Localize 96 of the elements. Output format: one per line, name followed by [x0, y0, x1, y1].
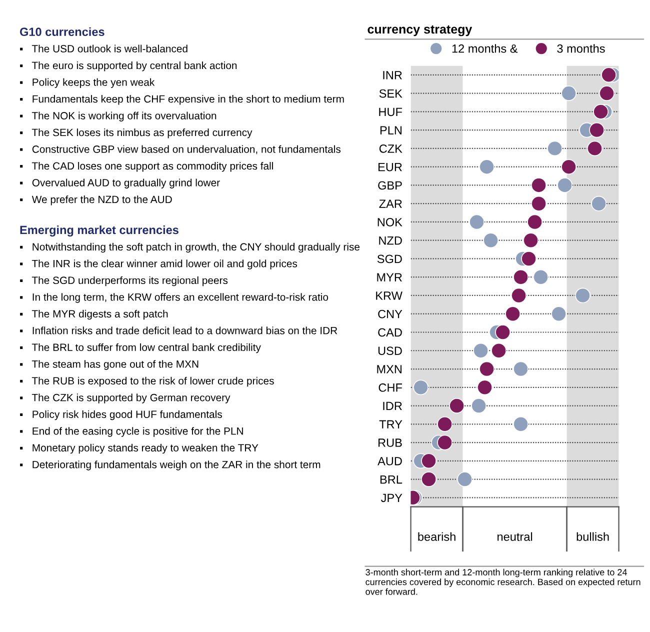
text: ▪ Policy keeps the yen weak — [20, 78, 155, 88]
y-tick-label: SGD — [377, 254, 402, 264]
point — [547, 140, 563, 156]
point — [531, 196, 547, 212]
text: ▪ Deteriorating fundamentals weigh on the ZAR in the short term — [20, 460, 320, 470]
y-tick-label: GBP — [378, 181, 402, 190]
point — [479, 159, 495, 175]
point — [477, 380, 493, 396]
point — [521, 251, 537, 266]
point — [599, 86, 615, 101]
text: 3-month short-term and 12-month long-term ranking relative to 24 currencies covered by economic research. Based on expected return over forward. — [366, 568, 640, 595]
chart-title: currency strategy — [368, 25, 472, 36]
text: ▪ The MYR digests a soft patch — [20, 310, 168, 320]
point — [593, 104, 609, 120]
point — [437, 434, 453, 450]
point — [491, 342, 507, 358]
point — [513, 269, 529, 285]
point — [513, 416, 529, 432]
text: ▪ In the long term, the KRW offers an excellent reward-to-risk ratio — [20, 293, 328, 303]
text: G10 currencies — [20, 27, 104, 36]
y-tick-label: PLN — [380, 126, 402, 134]
band-label: bullish — [576, 532, 609, 541]
y-tick-label: CNY — [378, 310, 402, 318]
point — [561, 86, 577, 101]
y-tick-label: CHF — [378, 383, 402, 392]
y-tick-label: TRY — [379, 420, 402, 428]
text: ▪ The NOK is working off its overvaluation — [20, 112, 216, 122]
point — [551, 306, 567, 322]
text: ▪ The BRL to suffer from low central bank credibility — [20, 343, 261, 354]
text: ▪ Constructive GBP view based on undervaluation, not fundamentals — [20, 145, 341, 154]
y-tick-label: EUR — [378, 162, 402, 172]
point — [437, 416, 453, 432]
point — [589, 122, 605, 138]
y-tick-label: SEK — [379, 89, 402, 98]
point — [533, 269, 549, 285]
text: ▪ The CAD loses one support as commodity prices fall — [20, 162, 273, 172]
point — [561, 159, 577, 175]
point — [457, 472, 473, 487]
y-tick-label: CZK — [379, 144, 402, 153]
point — [449, 398, 465, 414]
point — [471, 398, 487, 414]
text: ▪ The steam has gone out of the MXN — [20, 360, 198, 370]
y-tick-label: HUF — [379, 108, 402, 116]
legend-label: 12 months & — [452, 44, 518, 53]
text: ▪ We prefer the NZD to the AUD — [20, 195, 172, 206]
point — [527, 214, 543, 230]
text: Emerging market currencies — [20, 225, 178, 237]
text: ▪ The SEK loses its nimbus as preferred currency — [20, 128, 252, 138]
text: ▪ The euro is supported by central bank action — [20, 62, 237, 72]
point — [601, 67, 617, 83]
band-label: bearish — [418, 532, 456, 541]
text: ▪ The SGD underperforms its regional peers — [20, 276, 228, 286]
text: ▪ Overvalued AUD to gradually grind lower — [20, 178, 220, 188]
point — [531, 178, 547, 193]
point — [587, 140, 603, 156]
point — [513, 361, 529, 377]
y-tick-label: BRL — [380, 475, 402, 484]
y-tick-label: MYR — [377, 273, 402, 282]
text: ▪ The CZK is supported by German recovery — [20, 394, 230, 404]
point — [495, 324, 511, 340]
text: ▪ End of the easing cycle is positive for the PLN — [20, 427, 243, 437]
point — [523, 232, 539, 248]
point — [557, 178, 573, 193]
y-tick-label: ZAR — [379, 200, 402, 208]
point — [591, 196, 607, 212]
point — [421, 453, 437, 469]
point — [505, 306, 521, 322]
y-tick-label: IDR — [383, 402, 402, 410]
y-tick-label: INR — [383, 71, 402, 80]
y-tick-label: MXN — [377, 365, 402, 374]
y-tick-label: RUB — [378, 438, 402, 447]
y-tick-label: NZD — [379, 236, 402, 245]
y-tick-label: USD — [378, 346, 402, 356]
point — [511, 288, 527, 304]
y-tick-label: AUD — [378, 457, 402, 466]
y-tick-label: NOK — [378, 218, 402, 226]
text: ▪ Monetary policy stands ready to weaken the TRY — [20, 444, 258, 454]
point — [479, 361, 495, 377]
point — [469, 214, 485, 230]
text: ▪ Inflation risks and trade deficit lead to a downward bias on the IDR — [20, 326, 338, 334]
text: ▪ Fundamentals keep the CHF expensive in the short to medium term — [20, 95, 344, 105]
legend-label: 3 months — [557, 44, 605, 53]
band-label: neutral — [498, 532, 532, 541]
y-tick-label: CAD — [378, 328, 402, 337]
text: ▪ The USD outlook is well-balanced — [20, 44, 188, 52]
text: ▪ The INR is the clear winner amid lower oil and gold prices — [20, 260, 298, 270]
point — [575, 288, 591, 304]
text: ▪ Notwithstanding the soft patch in growth, the CNY should gradually rise — [20, 242, 360, 253]
point — [483, 232, 499, 248]
text: ▪ Policy risk hides good HUF fundamentals — [20, 410, 222, 420]
point — [473, 342, 489, 358]
point — [413, 380, 429, 396]
text: ▪ The RUB is exposed to the risk of lower crude prices — [20, 376, 274, 387]
point — [421, 472, 437, 487]
y-tick-label: KRW — [376, 292, 402, 300]
y-tick-label: JPY — [381, 494, 402, 502]
